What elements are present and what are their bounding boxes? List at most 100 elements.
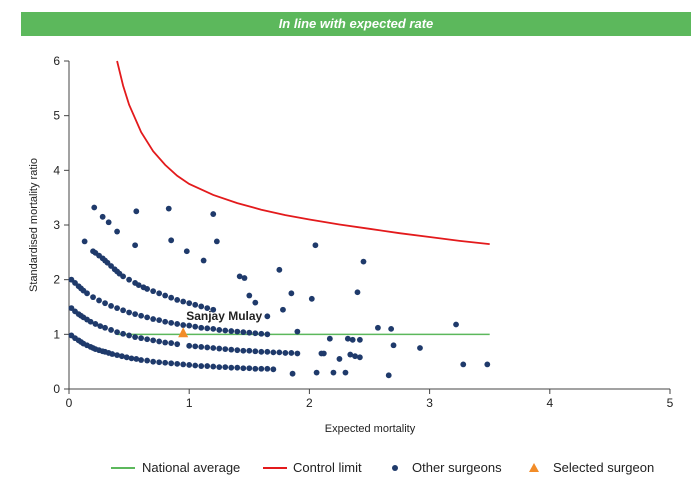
surgeon-point <box>252 365 259 372</box>
axes-group: 0 1 2 3 4 5 0 1 2 3 4 5 6 <box>53 54 673 410</box>
y-tick-label: 1 <box>53 327 60 341</box>
surgeon-point <box>192 323 199 330</box>
surgeon-point <box>168 319 175 326</box>
surgeon-point <box>174 321 181 327</box>
surgeon-point <box>388 325 395 332</box>
surgeon-point <box>210 211 217 217</box>
surgeon-point <box>165 205 172 212</box>
surgeon-point <box>114 352 120 359</box>
surgeon-point <box>91 204 98 211</box>
surgeon-point <box>156 290 163 297</box>
surgeon-point <box>342 369 349 376</box>
surgeon-point <box>216 345 223 352</box>
surgeon-point <box>204 305 211 311</box>
surgeon-point <box>81 238 88 245</box>
surgeon-point <box>252 348 259 355</box>
surgeon-point <box>222 346 229 352</box>
surgeon-point <box>356 336 363 343</box>
surgeon-point <box>162 318 169 325</box>
surgeon-point <box>375 324 381 331</box>
surgeon-point <box>289 370 296 377</box>
surgeon-point <box>97 323 104 330</box>
surgeon-point <box>222 327 229 334</box>
surgeon-point <box>453 321 459 328</box>
surgeon-point <box>162 359 169 366</box>
surgeon-point <box>216 327 223 333</box>
other-surgeons-points <box>68 204 491 379</box>
surgeon-point <box>84 290 90 297</box>
legend-label-other-surgeons: Other surgeons <box>412 460 502 475</box>
surgeon-point <box>222 364 229 371</box>
x-tick-label: 3 <box>426 396 433 410</box>
surgeon-point <box>336 356 343 362</box>
surgeon-point <box>228 346 235 353</box>
surgeon-point <box>133 208 140 215</box>
other-surgeons-swatch <box>392 465 398 471</box>
surgeon-point <box>349 336 356 343</box>
surgeon-point <box>168 237 175 244</box>
surgeon-point <box>204 363 211 369</box>
surgeon-point <box>150 358 157 365</box>
surgeon-point <box>144 286 151 292</box>
surgeon-point <box>210 363 217 370</box>
surgeon-point <box>114 228 120 235</box>
legend-label-control-limit: Control limit <box>293 460 362 475</box>
surgeon-point <box>240 365 247 372</box>
surgeon-point <box>264 365 271 372</box>
surgeon-point <box>246 365 253 372</box>
surgeon-point <box>87 318 94 325</box>
surgeon-point <box>241 275 248 281</box>
surgeon-point <box>356 354 363 361</box>
surgeon-point <box>180 322 187 328</box>
surgeon-point <box>234 328 241 335</box>
surgeon-point <box>210 325 217 332</box>
chart-legend: National average Control limit Other sur… <box>0 458 700 478</box>
surgeon-point <box>180 298 187 305</box>
surgeon-point <box>156 317 163 324</box>
surgeon-point <box>294 350 301 357</box>
surgeon-point <box>234 347 241 354</box>
surgeon-point <box>313 369 320 376</box>
surgeon-point <box>174 296 181 303</box>
y-tick-label: 4 <box>53 163 60 177</box>
surgeon-point <box>264 348 271 355</box>
surgeon-point <box>390 342 397 349</box>
surgeon-point <box>213 238 220 245</box>
surgeon-point <box>150 316 157 322</box>
surgeon-point <box>228 328 235 334</box>
surgeon-point <box>252 299 259 306</box>
surgeon-point <box>108 327 114 333</box>
surgeon-point <box>138 357 145 363</box>
surgeon-point <box>210 306 217 313</box>
surgeon-point <box>156 338 163 345</box>
surgeon-point <box>198 303 205 310</box>
surgeon-point <box>385 372 392 379</box>
surgeon-point <box>264 331 271 338</box>
surgeon-point <box>102 324 108 331</box>
status-banner: In line with expected rate <box>21 12 691 36</box>
surgeon-point <box>133 356 140 362</box>
selected-surgeon-group: Sanjay Mulay <box>178 309 263 338</box>
surgeon-point <box>240 329 247 336</box>
surgeon-point <box>258 365 265 372</box>
y-tick-label: 0 <box>53 382 60 396</box>
reference-lines <box>116 60 490 336</box>
x-tick-label: 4 <box>546 396 553 410</box>
surgeon-point <box>210 345 217 351</box>
surgeon-point <box>192 343 199 350</box>
surgeon-point <box>198 344 205 350</box>
surgeon-point <box>252 330 259 337</box>
surgeon-point <box>123 354 130 361</box>
surgeon-point <box>135 282 142 289</box>
surgeon-point <box>240 347 247 354</box>
surgeon-point <box>460 361 467 368</box>
surgeon-point <box>200 257 207 264</box>
surgeon-point <box>484 361 491 368</box>
surgeon-point <box>186 322 193 329</box>
legend-label-national-average: National average <box>142 460 241 475</box>
surgeon-point <box>192 301 199 308</box>
x-tick-label: 0 <box>66 396 73 410</box>
surgeon-point <box>120 330 126 337</box>
surgeon-point <box>312 242 319 249</box>
surgeon-point <box>216 364 223 371</box>
